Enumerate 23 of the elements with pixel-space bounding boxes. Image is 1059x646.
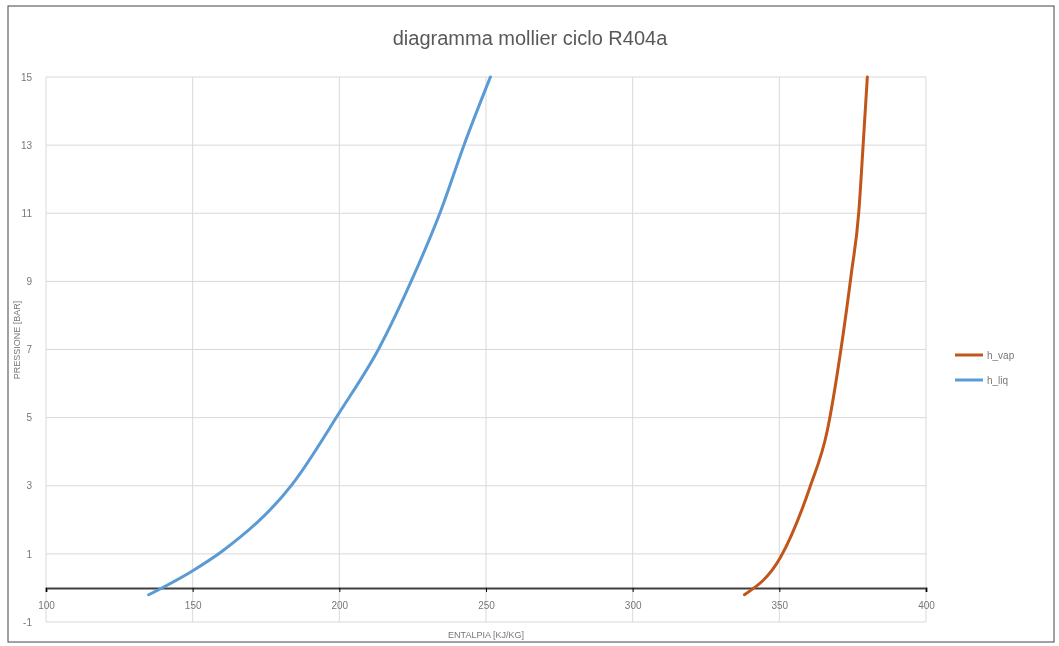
x-tick-label: 400: [918, 600, 936, 612]
y-tick-label: 9: [26, 276, 33, 288]
y-tick-label: 1: [26, 548, 33, 560]
y-axis-title: PRESSIONE [BAR]: [12, 300, 22, 380]
x-tick-label: 200: [331, 600, 349, 612]
line-series: [147, 75, 492, 597]
legend-label: h_vap: [987, 350, 1015, 361]
y-tick-label: 7: [26, 344, 33, 356]
legend-label: h_liq: [987, 375, 1009, 386]
chart-title: diagramma mollier ciclo R404a: [392, 27, 669, 49]
y-tick-label: 3: [26, 480, 33, 492]
y-tick-label: 15: [20, 71, 33, 83]
x-axis-title: ENTALPIA [KJ/KG]: [448, 630, 524, 640]
y-tick-label: 13: [20, 139, 33, 151]
y-tick-label: -1: [23, 616, 33, 628]
line-series: [742, 75, 869, 597]
y-tick-label: 5: [26, 412, 33, 424]
x-tick-label: 100: [38, 600, 56, 612]
x-tick-label: 250: [478, 600, 496, 612]
x-tick-label: 350: [771, 600, 789, 612]
x-tick-label: 150: [184, 600, 202, 612]
y-tick-label: 11: [21, 207, 33, 219]
x-tick-label: 300: [624, 600, 642, 612]
